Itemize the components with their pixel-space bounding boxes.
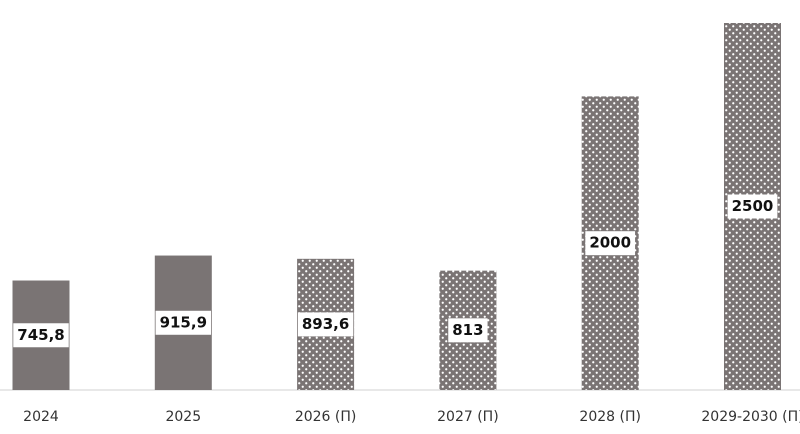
value-label-bg <box>727 194 778 219</box>
x-tick-label: 2026 (П) <box>295 409 357 425</box>
x-tick-label: 2027 (П) <box>437 409 499 425</box>
value-label: 2000 <box>589 234 631 252</box>
value-label: 745,8 <box>17 326 64 344</box>
x-tick-label: 2025 <box>165 409 201 425</box>
value-label-bg <box>155 310 212 335</box>
value-label-bg <box>13 323 69 348</box>
value-label-bg <box>297 312 354 337</box>
value-label: 813 <box>452 321 483 339</box>
x-tick-label: 2028 (П) <box>579 409 641 425</box>
value-label-bg <box>585 231 636 256</box>
value-label: 915,9 <box>160 313 207 331</box>
x-tick-label: 2024 <box>23 409 59 425</box>
value-label-bg <box>448 318 488 343</box>
value-label: 893,6 <box>302 315 349 333</box>
value-label: 2500 <box>732 197 774 215</box>
x-tick-label: 2029-2030 (П) <box>701 409 800 425</box>
